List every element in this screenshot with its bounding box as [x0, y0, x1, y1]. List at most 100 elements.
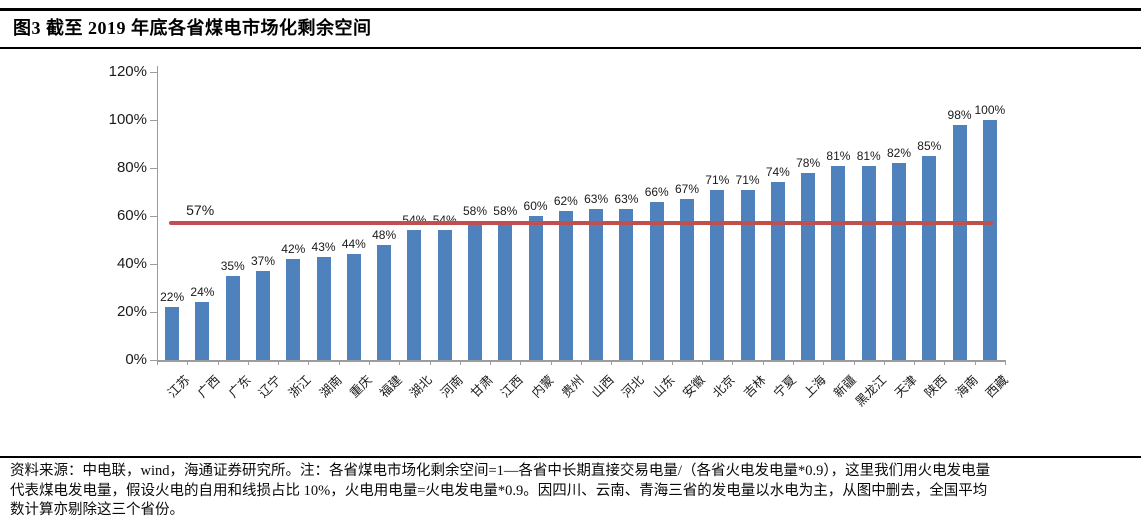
bar-value-label: 22% [160, 290, 185, 305]
x-tickmark [702, 360, 704, 365]
y-tick-label: 60% [116, 207, 147, 224]
bar [346, 254, 361, 360]
x-category-label: 北京 [710, 372, 739, 401]
average-reference-line [169, 221, 993, 226]
bar-value-label: 67% [674, 182, 700, 197]
bar-value-label: 82% [886, 146, 912, 161]
x-tickmark [308, 360, 310, 365]
bar [316, 256, 331, 360]
figure-title: 图3 截至 2019 年底各省煤电市场化剩余空间 [13, 18, 372, 38]
x-category-label: 山西 [589, 372, 617, 401]
x-tickmark [399, 360, 401, 365]
bar [286, 259, 301, 360]
y-tick-label: 0% [125, 351, 147, 368]
y-tickmark [150, 168, 157, 169]
source-note: 资料来源：中电联，wind，海通证券研究所。注：各省煤电市场化剩余空间=1—各省… [10, 462, 1133, 521]
bar-value-label: 81% [826, 148, 851, 163]
bar [801, 172, 816, 360]
bar [195, 302, 210, 360]
bar-value-label: 43% [311, 239, 336, 254]
bar [770, 182, 785, 360]
bar-value-label: 71% [735, 172, 760, 187]
x-category-label: 宁夏 [770, 372, 799, 401]
bar-value-label: 58% [493, 203, 518, 218]
bar-chart: 0% 20% 40% 60% 80% 100% 120% 22% 24% 35% 37% 42% 43%… [108, 63, 1011, 410]
y-tickmark [150, 264, 157, 265]
bar-value-label: 85% [917, 139, 942, 153]
x-tickmark [187, 360, 189, 365]
x-tickmark [732, 360, 734, 365]
bar-value-label: 44% [341, 237, 366, 252]
x-tickmark [974, 360, 976, 365]
bar-value-label: 24% [190, 285, 215, 300]
bar [256, 271, 270, 360]
x-category-label: 黑龙江 [852, 372, 889, 410]
bar-value-label: 100% [974, 103, 1006, 117]
x-category-label: 河北 [619, 372, 648, 401]
x-tickmark [369, 360, 370, 365]
footer-rule [0, 456, 1141, 458]
bar-value-label: 71% [705, 172, 730, 187]
x-category-label: 甘肃 [468, 372, 496, 401]
x-category-label: 湖北 [407, 372, 436, 401]
x-tickmark [853, 360, 855, 365]
x-tickmark [278, 360, 280, 365]
bar [407, 230, 422, 360]
x-category-label: 吉林 [740, 372, 769, 401]
x-tickmark [217, 360, 219, 365]
x-tickmark [429, 360, 431, 365]
x-category-label: 贵州 [558, 372, 587, 401]
x-tickmark [490, 360, 492, 365]
x-tickmark [944, 360, 946, 365]
bar [589, 208, 604, 360]
bar [680, 199, 694, 360]
bar-value-label: 74% [765, 165, 790, 180]
source-note-line: 资料来源：中电联，wind，海通证券研究所。注：各省煤电市场化剩余空间=1—各省… [10, 463, 991, 479]
bar [710, 189, 725, 360]
y-tickmark [150, 312, 157, 313]
bar-value-label: 63% [584, 191, 609, 206]
y-tickmark [150, 216, 157, 217]
x-category-label: 江苏 [165, 372, 193, 401]
bar [619, 208, 634, 360]
bar [437, 230, 452, 360]
x-tickmark [611, 360, 613, 365]
y-tickmark [150, 72, 157, 73]
bar-value-label: 42% [281, 242, 306, 257]
bar [377, 244, 392, 360]
x-tickmark [338, 360, 340, 365]
source-note-line: 代表煤电发电量，假设火电的自用和线损占比 10%，火电用电量=火电发电量*0.9… [10, 482, 988, 499]
x-tickmark [520, 360, 522, 365]
x-category-label: 安徽 [680, 372, 708, 401]
bar [982, 120, 997, 360]
x-category-label: 陕西 [922, 372, 951, 401]
top-rule [0, 8, 1141, 11]
bar-value-label: 37% [250, 254, 276, 269]
x-tickmark [641, 360, 643, 365]
bar-value-label: 78% [796, 155, 821, 170]
x-category-label: 重庆 [346, 372, 375, 401]
y-tick-label: 20% [116, 303, 147, 320]
x-tickmark [914, 360, 916, 365]
bar-value-label: 98% [947, 107, 972, 122]
x-tickmark [883, 360, 885, 365]
x-category-label: 广西 [195, 372, 224, 401]
x-category-label: 辽宁 [256, 372, 284, 401]
bar [468, 220, 482, 360]
bar-value-label: 35% [220, 259, 245, 273]
bar-value-label: 48% [372, 227, 397, 242]
bar-value-label: 81% [856, 148, 881, 163]
bar [165, 307, 180, 360]
y-tick-label: 120% [108, 63, 147, 80]
bar [861, 165, 876, 360]
x-tickmark [671, 360, 673, 365]
x-tickmark [1005, 360, 1006, 365]
bar [892, 163, 906, 360]
bar [952, 124, 967, 360]
x-category-label: 天津 [892, 372, 920, 401]
x-tickmark [581, 360, 582, 365]
x-category-label: 浙江 [286, 372, 315, 401]
x-tickmark [823, 360, 825, 365]
bar [528, 216, 543, 360]
